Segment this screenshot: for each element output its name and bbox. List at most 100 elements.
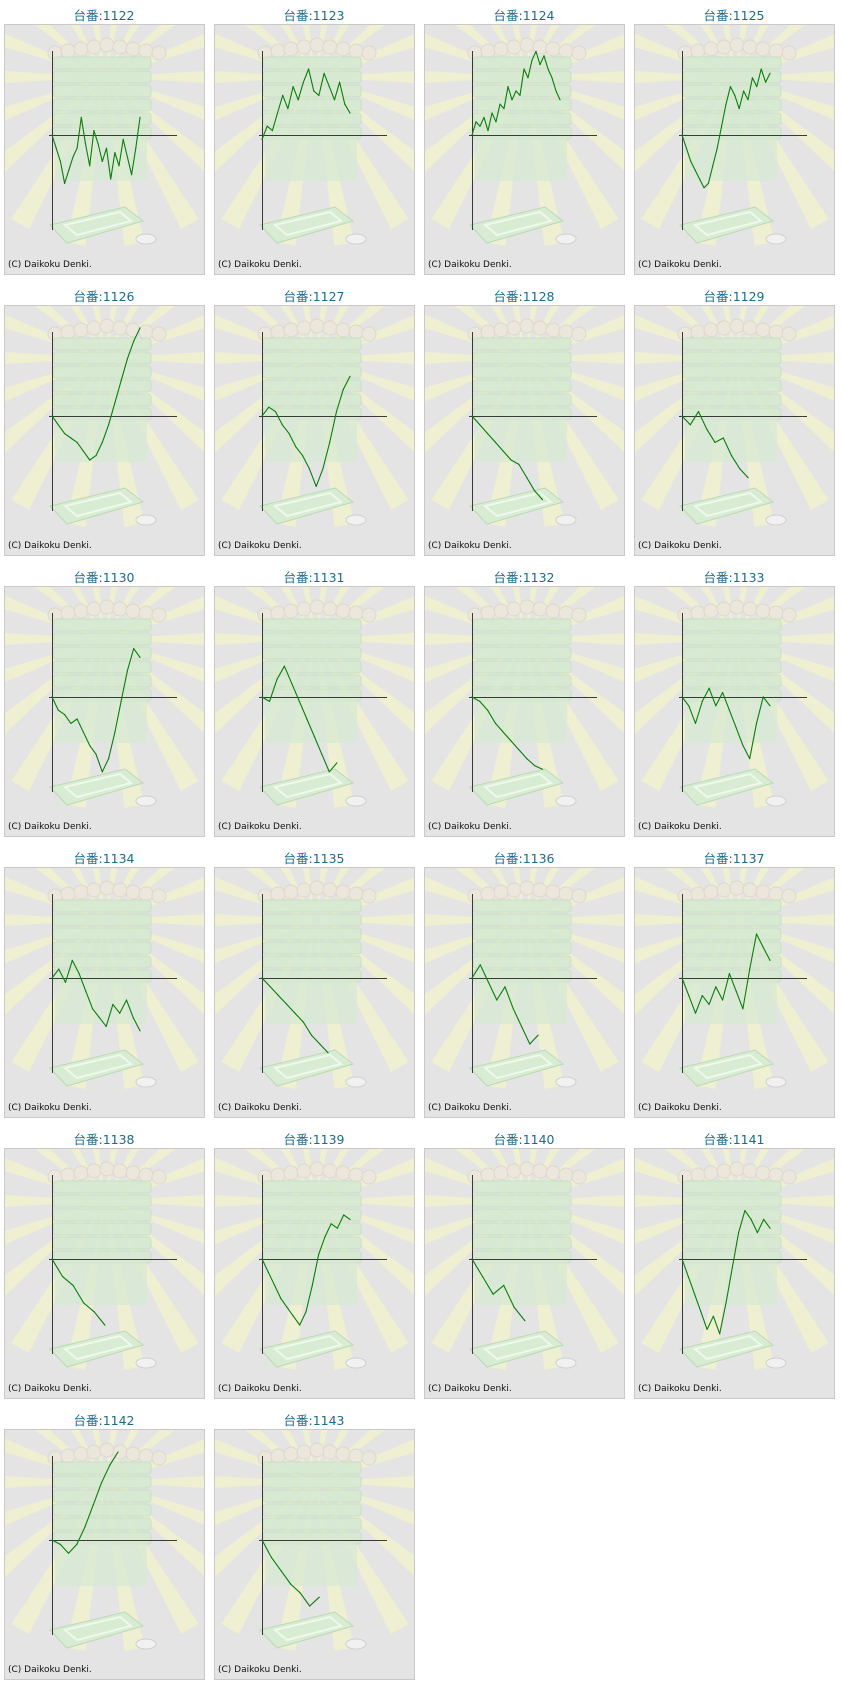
data-point (765, 81, 767, 83)
ball (73, 41, 89, 57)
ball (742, 601, 758, 617)
data-point (541, 499, 543, 501)
ball (493, 322, 509, 338)
ray (105, 633, 204, 645)
bottom-tray (259, 1049, 355, 1087)
machine-number-link[interactable]: 台番:1135 (283, 851, 345, 866)
machine-stack (682, 618, 782, 743)
machine-number-link[interactable]: 台番:1132 (493, 570, 555, 585)
slump-graph[interactable]: (C) Daikoku Denki. (634, 24, 835, 275)
machine-number-link[interactable]: 台番:1127 (283, 289, 345, 304)
machine-number-link[interactable]: 台番:1143 (283, 1413, 345, 1428)
machine-number-link[interactable]: 台番:1137 (703, 851, 765, 866)
ball (519, 599, 535, 615)
slump-graph[interactable]: (C) Daikoku Denki. (634, 867, 835, 1118)
data-point (93, 1311, 95, 1313)
machine-number-link[interactable]: 台番:1142 (73, 1413, 135, 1428)
data-point (715, 986, 717, 988)
machine-body (265, 137, 357, 181)
data-point (681, 1258, 683, 1260)
slump-graph[interactable]: (C) Daikoku Denki. (4, 1429, 205, 1680)
ray (735, 71, 834, 83)
ball (335, 884, 351, 900)
machine-number-link[interactable]: 台番:1140 (493, 1132, 555, 1147)
ball (716, 601, 732, 617)
data-point (108, 424, 110, 426)
machine-number-link[interactable]: 台番:1134 (73, 851, 135, 866)
data-point (72, 1284, 74, 1286)
ball (138, 1167, 154, 1183)
data-point (118, 165, 120, 167)
machine-number-link[interactable]: 台番:1122 (73, 8, 135, 23)
slump-graph[interactable]: (C) Daikoku Denki. (4, 586, 205, 837)
data-point (321, 753, 323, 755)
slump-graph[interactable]: (C) Daikoku Denki. (214, 1148, 415, 1399)
machine-number-link[interactable]: 台番:1141 (703, 1132, 765, 1147)
machine-number-link[interactable]: 台番:1128 (493, 289, 555, 304)
ray (105, 71, 204, 83)
machine-chart-card: 台番:1134 (C) Daikoku Denki. (0, 846, 208, 1118)
slump-graph[interactable]: (C) Daikoku Denki. (634, 305, 835, 556)
data-point (299, 1592, 301, 1594)
machine-number-link[interactable]: 台番:1125 (703, 8, 765, 23)
slump-graph[interactable]: (C) Daikoku Denki. (424, 586, 625, 837)
bottom-tray (49, 1611, 145, 1649)
ball (506, 882, 522, 898)
slump-graph[interactable]: (C) Daikoku Denki. (4, 305, 205, 556)
tray (52, 1208, 152, 1222)
machine-number-link[interactable]: 台番:1138 (73, 1132, 135, 1147)
data-point (89, 165, 91, 167)
bottom-tray-inner (272, 1615, 344, 1642)
graph-svg (425, 587, 624, 808)
ray (105, 352, 204, 364)
slump-graph[interactable]: (C) Daikoku Denki. (214, 586, 415, 837)
machine-number-link[interactable]: 台番:1123 (283, 8, 345, 23)
data-point (297, 99, 299, 101)
machine-chart-card: 台番:1122 (C) Daikoku Denki. (0, 3, 208, 275)
ball (571, 607, 587, 623)
machine-chart-card: 台番:1131 (C) Daikoku Denki. (210, 565, 418, 837)
tray (262, 618, 362, 632)
slump-graph[interactable]: (C) Daikoku Denki. (424, 24, 625, 275)
tray (52, 84, 152, 98)
slump-graph[interactable]: (C) Daikoku Denki. (634, 586, 835, 837)
slump-graph[interactable]: (C) Daikoku Denki. (4, 867, 205, 1118)
machine-number-link[interactable]: 台番:1129 (703, 289, 765, 304)
slump-graph[interactable]: (C) Daikoku Denki. (214, 305, 415, 556)
slump-graph[interactable]: (C) Daikoku Denki. (214, 867, 415, 1118)
data-points (471, 1258, 526, 1322)
slump-graph[interactable]: (C) Daikoku Denki. (424, 1148, 625, 1399)
slump-graph[interactable]: (C) Daikoku Denki. (424, 867, 625, 1118)
ball (86, 601, 102, 617)
machine-number-link[interactable]: 台番:1130 (73, 570, 135, 585)
ball (296, 39, 312, 55)
data-point (479, 700, 481, 702)
machine-number-link[interactable]: 台番:1136 (493, 851, 555, 866)
ball (86, 882, 102, 898)
pachinko-balls (47, 37, 167, 61)
tray (262, 1517, 362, 1531)
slump-graph[interactable]: (C) Daikoku Denki. (4, 24, 205, 275)
slump-graph[interactable]: (C) Daikoku Denki. (634, 1148, 835, 1399)
bottom-tray (469, 1049, 565, 1087)
data-point (59, 1543, 61, 1545)
machine-number-link[interactable]: 台番:1133 (703, 570, 765, 585)
data-point (699, 178, 701, 180)
slump-graph[interactable]: (C) Daikoku Denki. (424, 305, 625, 556)
slump-graph[interactable]: (C) Daikoku Denki. (214, 24, 415, 275)
data-point (749, 968, 751, 970)
machine-number-link[interactable]: 台番:1131 (283, 570, 345, 585)
data-point (559, 99, 561, 101)
data-point (261, 138, 263, 140)
data-point (543, 55, 545, 57)
machine-number-link[interactable]: 台番:1124 (493, 8, 555, 23)
slump-graph[interactable]: (C) Daikoku Denki. (4, 1148, 205, 1399)
bottom-tray (259, 487, 355, 525)
slump-graph[interactable]: (C) Daikoku Denki. (214, 1429, 415, 1680)
machine-chart-card: 台番:1129 (C) Daikoku Denki. (630, 284, 838, 556)
data-point (288, 433, 290, 435)
machine-number-link[interactable]: 台番:1139 (283, 1132, 345, 1147)
data-point (688, 995, 690, 997)
machine-number-link[interactable]: 台番:1126 (73, 289, 135, 304)
bottom-tray-inner (62, 772, 134, 799)
